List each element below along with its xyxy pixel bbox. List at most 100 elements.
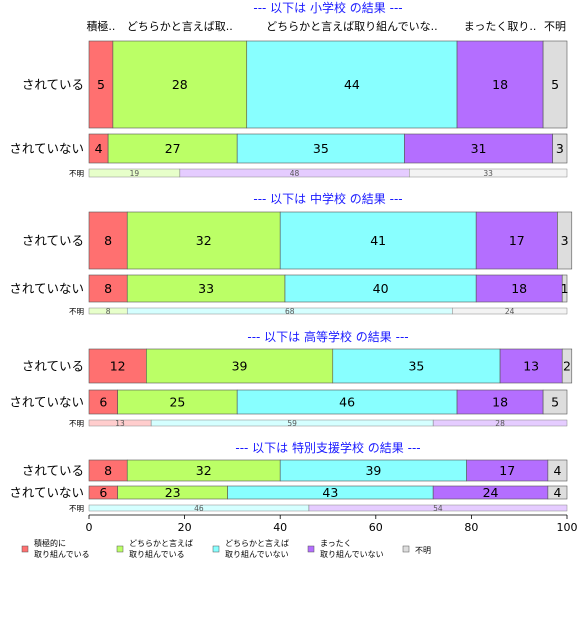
row-label: されていない <box>9 485 84 500</box>
data-label: 3 <box>561 233 569 248</box>
bar-segment <box>107 133 238 164</box>
legend-label-line: 不明 <box>415 546 431 555</box>
bar-segment <box>236 389 458 415</box>
data-label: 27 <box>165 141 181 156</box>
section-title: --- 以下は 中学校 の結果 --- <box>253 191 402 206</box>
column-header: まったく取り.. <box>464 20 537 33</box>
row-label: されている <box>22 359 84 374</box>
data-label: 17 <box>499 463 515 478</box>
bar-segment <box>561 274 568 303</box>
row-label: されている <box>22 463 84 478</box>
bar-segment <box>561 348 573 384</box>
data-label: 40 <box>373 281 389 296</box>
legend-label-line: どちらかと言えば <box>225 538 289 548</box>
unknown-bar-segment <box>409 168 568 178</box>
bar-segment <box>88 348 147 384</box>
x-tick-label: 40 <box>273 521 287 534</box>
bar-segment <box>547 459 568 482</box>
data-label: 41 <box>370 233 386 248</box>
unknown-data-label: 24 <box>505 307 515 316</box>
data-label: 18 <box>511 281 527 296</box>
data-label: 39 <box>232 359 248 374</box>
legend-label-line: 取り組んでいる <box>34 549 90 559</box>
data-label: 35 <box>408 359 424 374</box>
data-label: 32 <box>196 233 212 248</box>
section-title: --- 以下は 小学校 の結果 --- <box>253 0 402 15</box>
bar-segment <box>246 40 458 129</box>
bar-segment <box>542 40 568 129</box>
data-label: 39 <box>365 463 381 478</box>
unknown-data-label: 13 <box>115 419 125 428</box>
data-label: 5 <box>551 395 559 410</box>
data-label: 8 <box>104 463 112 478</box>
legend-label-line: 積極的に <box>34 538 66 548</box>
data-label: 31 <box>471 141 487 156</box>
data-label: 3 <box>556 141 564 156</box>
row-label: されていない <box>9 141 84 156</box>
data-label: 6 <box>99 395 107 410</box>
bar-segment <box>456 389 544 415</box>
bar-segment <box>279 211 477 270</box>
row-label: されていない <box>9 281 84 296</box>
bar-segment <box>88 389 118 415</box>
bar-segment <box>552 133 568 164</box>
data-label: 1 <box>561 281 569 296</box>
data-label: 46 <box>339 395 355 410</box>
data-label: 24 <box>483 485 499 500</box>
bar-segment <box>112 40 248 129</box>
unknown-data-label: 19 <box>130 169 140 178</box>
bar-segment <box>126 211 281 270</box>
data-label: 12 <box>110 359 126 374</box>
bar-segment <box>475 211 558 270</box>
unknown-data-label: 33 <box>483 169 493 178</box>
legend-label-line: まったく <box>320 539 352 548</box>
data-label: 4 <box>553 463 561 478</box>
data-label: 43 <box>322 485 338 500</box>
legend-label: どちらかと言えば取り組んでいない <box>225 538 289 559</box>
legend-label: 不明 <box>415 546 431 555</box>
data-label: 5 <box>551 77 559 92</box>
data-label: 28 <box>172 77 188 92</box>
legend-swatch <box>307 545 315 553</box>
bar-segment <box>475 274 563 303</box>
section-title: --- 以下は 高等学校 の結果 --- <box>247 329 408 344</box>
x-tick-label: 20 <box>178 521 192 534</box>
bar-segment <box>117 389 238 415</box>
unknown-data-label: 54 <box>433 504 443 513</box>
column-header: どちらかと言えば取り組んでいな.. <box>266 20 437 33</box>
data-label: 23 <box>165 485 181 500</box>
data-label: 18 <box>492 395 508 410</box>
unknown-row-label: 不明 <box>69 419 84 428</box>
x-tick-label: 100 <box>557 521 578 534</box>
bar-segment <box>88 211 128 270</box>
unknown-row-label: 不明 <box>69 169 84 178</box>
column-header: どちらかと言えば取.. <box>127 20 233 33</box>
data-label: 33 <box>198 281 214 296</box>
section-title: --- 以下は 特別支援学校 の結果 --- <box>235 440 420 455</box>
bar-segment <box>88 274 128 303</box>
column-header: 不明 <box>544 20 566 33</box>
bar-segment <box>542 389 568 415</box>
data-label: 44 <box>344 77 360 92</box>
unknown-data-label: 59 <box>287 419 297 428</box>
bar-segment <box>404 133 553 164</box>
row-label: されている <box>22 77 84 92</box>
data-label: 18 <box>492 77 508 92</box>
data-label: 25 <box>169 395 185 410</box>
unknown-bar-segment <box>432 419 568 427</box>
unknown-row-label: 不明 <box>69 504 84 513</box>
data-label: 5 <box>97 77 105 92</box>
legend-label: まったく取り組んでいない <box>320 539 384 559</box>
x-tick-label: 0 <box>86 521 93 534</box>
bar-segment <box>499 348 563 384</box>
unknown-data-label: 28 <box>495 419 505 428</box>
bar-segment <box>236 133 405 164</box>
data-label: 4 <box>95 141 103 156</box>
x-tick-label: 60 <box>369 521 383 534</box>
unknown-row-label: 不明 <box>69 307 84 316</box>
bar-segment <box>332 348 501 384</box>
legend-swatch <box>116 545 124 553</box>
legend-label: 積極的に取り組んでいる <box>34 538 90 559</box>
data-label: 6 <box>99 485 107 500</box>
